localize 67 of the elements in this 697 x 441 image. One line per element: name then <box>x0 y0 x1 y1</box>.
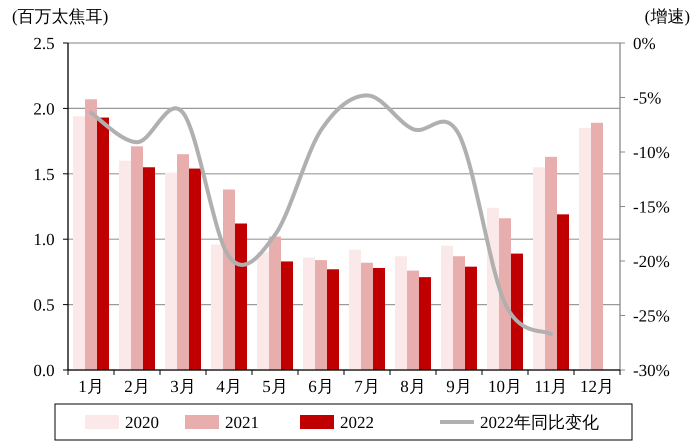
x-tick-label: 11月 <box>534 377 568 396</box>
bar <box>73 116 85 370</box>
y2-tick-label: -15% <box>633 198 670 216</box>
y-tick-label: 1.5 <box>33 164 55 184</box>
bar <box>303 258 315 370</box>
x-tick-label: 5月 <box>262 377 288 396</box>
bar <box>487 208 499 370</box>
y2-tick-label: -20% <box>633 252 670 271</box>
bar <box>591 122 603 370</box>
x-tick-label: 7月 <box>354 377 380 396</box>
x-tick-label: 9月 <box>446 377 472 396</box>
bar <box>223 189 235 370</box>
x-tick-label: 10月 <box>488 377 522 396</box>
bar <box>189 168 201 370</box>
bar <box>419 277 431 370</box>
y-tick-label: 2.0 <box>33 99 55 118</box>
x-tick-label: 2月 <box>124 377 150 396</box>
y2-axis-title: (增速) <box>644 7 690 26</box>
bar <box>131 146 143 370</box>
y-tick-label: 2.5 <box>33 34 55 53</box>
bar <box>579 128 591 370</box>
y-axis-title: (百万太焦耳) <box>12 7 108 26</box>
legend-label: 2021 <box>225 413 259 432</box>
bar <box>545 156 557 370</box>
y2-tick-label: -5% <box>633 88 662 108</box>
bar <box>281 261 293 370</box>
bar <box>119 160 131 370</box>
x-tick-label: 1月 <box>78 377 104 396</box>
bar <box>211 244 223 370</box>
line-series <box>89 93 553 336</box>
bar <box>165 172 177 370</box>
bar <box>499 218 511 370</box>
bar <box>97 118 109 370</box>
x-tick-label: 3月 <box>170 377 196 396</box>
bar <box>395 256 407 370</box>
bar <box>235 224 247 370</box>
bar <box>533 167 545 370</box>
legend-label: 2020 <box>125 413 159 432</box>
bar <box>327 269 339 370</box>
bar <box>361 262 373 370</box>
bar <box>441 246 453 370</box>
legend-label: 2022 <box>340 413 374 432</box>
legend-label: 2022年同比变化 <box>480 413 599 432</box>
bar <box>373 268 385 370</box>
bar <box>85 99 97 370</box>
bar <box>143 167 155 370</box>
x-tick-label: 6月 <box>308 377 334 396</box>
bar <box>557 214 569 370</box>
y2-tick-label: -25% <box>633 306 670 326</box>
bar <box>269 236 281 370</box>
y-tick-label: 0.0 <box>33 361 55 380</box>
bar <box>349 250 361 370</box>
y-tick-label: 0.5 <box>33 296 55 315</box>
y2-tick-label: -10% <box>633 143 670 162</box>
bar <box>315 260 327 370</box>
y2-tick-label: 0% <box>633 34 656 53</box>
bar <box>407 270 419 370</box>
bar <box>257 252 269 370</box>
bar <box>177 154 189 370</box>
bar <box>511 254 523 370</box>
y-tick-label: 1.0 <box>33 230 55 250</box>
bar <box>453 256 465 370</box>
bar <box>465 266 477 370</box>
y2-tick-label: -30% <box>633 361 670 380</box>
x-tick-label: 8月 <box>400 377 426 396</box>
x-tick-label: 12月 <box>580 377 614 396</box>
x-tick-label: 4月 <box>216 377 242 396</box>
